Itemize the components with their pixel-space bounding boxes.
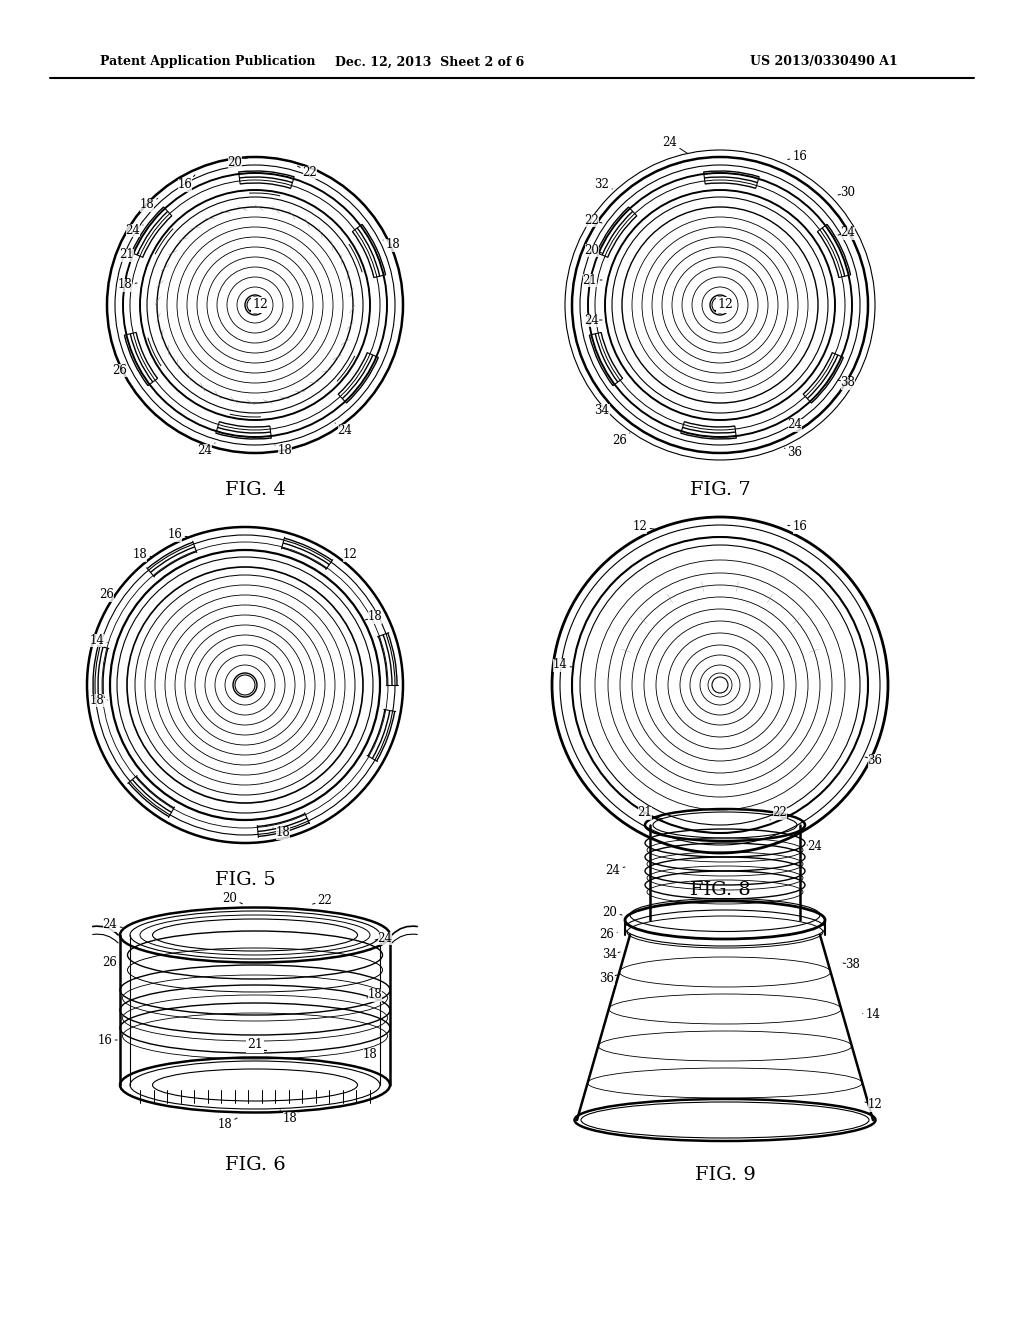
Text: 32: 32 [595,178,612,191]
Text: 36: 36 [784,446,803,459]
Text: 14: 14 [863,1008,881,1022]
Text: 18: 18 [367,989,382,1002]
Text: Patent Application Publication: Patent Application Publication [100,55,315,69]
Text: 12: 12 [717,298,733,312]
Text: 12: 12 [865,1098,883,1111]
Text: 18: 18 [383,239,400,252]
Text: 16: 16 [177,176,195,191]
Text: 18: 18 [139,198,158,211]
Text: 20: 20 [222,891,243,904]
Text: 34: 34 [595,404,612,417]
Text: FIG. 6: FIG. 6 [224,1156,286,1173]
Text: FIG. 5: FIG. 5 [215,871,275,888]
Text: 36: 36 [599,972,617,985]
Text: 26: 26 [600,928,617,941]
Text: 24: 24 [375,932,392,945]
Text: Dec. 12, 2013  Sheet 2 of 6: Dec. 12, 2013 Sheet 2 of 6 [336,55,524,69]
Circle shape [233,673,257,697]
Text: 36: 36 [865,754,883,767]
Text: 18: 18 [362,1048,378,1061]
Text: FIG. 9: FIG. 9 [694,1166,756,1184]
Text: 16: 16 [168,528,187,541]
Text: US 2013/0330490 A1: US 2013/0330490 A1 [750,55,898,69]
Circle shape [712,677,728,693]
Text: 21: 21 [583,273,602,286]
Text: 12: 12 [340,549,357,561]
Text: 26: 26 [99,589,115,602]
Text: 34: 34 [602,949,620,961]
Text: 20: 20 [227,156,248,169]
Text: 16: 16 [787,150,808,164]
Text: FIG. 8: FIG. 8 [689,880,751,899]
Text: 38: 38 [843,958,860,972]
Text: 16: 16 [97,1034,117,1047]
Text: FIG. 4: FIG. 4 [224,480,286,499]
Text: 22: 22 [298,165,317,178]
Text: 21: 21 [638,807,663,820]
Text: 30: 30 [838,186,855,199]
Text: 24: 24 [335,422,352,437]
Text: 14: 14 [89,634,108,647]
Text: 24: 24 [785,418,803,432]
Text: 18: 18 [365,610,382,623]
Text: 18: 18 [275,444,293,457]
Text: 22: 22 [312,894,333,907]
Text: 24: 24 [585,314,602,326]
Text: 26: 26 [612,433,630,446]
Text: 16: 16 [787,520,808,533]
Text: 18: 18 [273,826,291,840]
Circle shape [710,294,730,315]
Text: 22: 22 [770,807,787,820]
Text: 26: 26 [113,363,127,376]
Text: 21: 21 [120,248,139,261]
Text: 18: 18 [118,279,137,292]
Text: 18: 18 [133,549,153,561]
Text: 21: 21 [247,1039,263,1052]
Text: 24: 24 [605,863,625,876]
Text: 20: 20 [602,906,622,919]
Text: FIG. 7: FIG. 7 [689,480,751,499]
Text: 24: 24 [198,444,215,457]
Text: 18: 18 [280,1110,297,1125]
Text: 12: 12 [633,520,657,533]
Text: 24: 24 [838,227,855,239]
Text: 24: 24 [807,841,822,854]
Text: 18: 18 [218,1118,237,1131]
Text: 26: 26 [102,956,120,969]
Text: 22: 22 [585,214,602,227]
Circle shape [245,294,265,315]
Text: 24: 24 [102,919,122,932]
Text: 38: 38 [838,376,855,389]
Text: 12: 12 [252,298,268,312]
Text: 24: 24 [663,136,688,153]
Text: 14: 14 [553,659,572,672]
Text: 20: 20 [585,243,602,256]
Text: 18: 18 [90,693,108,706]
Text: 24: 24 [126,223,143,236]
